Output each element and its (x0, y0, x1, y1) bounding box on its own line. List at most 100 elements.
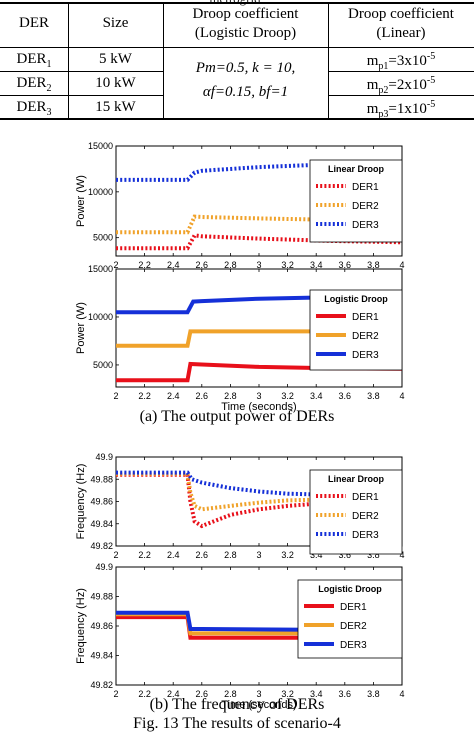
legend-label: DER2 (352, 511, 379, 522)
x-tick-label: 3.8 (367, 689, 380, 699)
x-tick-label: 3.2 (281, 260, 294, 270)
y-axis-label: Frequency (Hz) (75, 588, 87, 664)
x-tick-label: 2.2 (138, 260, 151, 270)
legend-label: DER1 (352, 182, 379, 193)
legend-label: DER1 (352, 492, 379, 503)
row-size-2: 10 kW (95, 75, 136, 91)
x-tick-label: 2.6 (196, 391, 209, 401)
chart-panel-1: 2 2.2 2.4 2.6 2.8 3 3.2 3.4 3.6 3.8 4 5000 10000 1500… (75, 141, 405, 270)
x-tick-label: 3.2 (281, 550, 294, 560)
header-size: Size (102, 15, 129, 31)
row-der-3: DER3 (16, 99, 52, 118)
y-tick-label: 49.82 (90, 680, 113, 690)
x-tick-label: 4 (399, 391, 404, 401)
x-tick-label: 3 (256, 550, 261, 560)
series-line-der2 (116, 471, 402, 512)
row-divider (0, 95, 163, 96)
y-tick-label: 49.88 (90, 592, 113, 602)
x-tick-label: 3.4 (310, 391, 323, 401)
x-tick-label: 2 (113, 689, 118, 699)
legend: Linear Droop DER1 DER2 DER3 (309, 159, 403, 243)
y-axis-label: Power (W) (75, 302, 87, 354)
row-size-3: 15 kW (95, 99, 136, 115)
series-line-der1 (116, 233, 403, 251)
x-tick-label: 3.4 (310, 689, 323, 699)
legend: Logistic Droop DER1 DER2 DER3 (309, 289, 403, 371)
y-tick-label: 5000 (93, 233, 113, 243)
x-tick-label: 2.8 (224, 550, 237, 560)
x-tick-label: 2.4 (167, 260, 180, 270)
chart-panel-2: 2 2.2 2.4 2.6 2.8 3 3.2 3.4 3.6 3.8 4 5000 10000 1500… (75, 264, 405, 413)
legend: Logistic Droop DER1 DER2 DER3 (297, 579, 403, 659)
legend-label: DER3 (340, 640, 367, 651)
y-tick-label: 49.88 (90, 474, 113, 484)
legend-box (309, 289, 403, 371)
x-tick-label: 2.8 (224, 689, 237, 699)
x-tick-label: 3.8 (367, 391, 380, 401)
legend-box (309, 159, 403, 243)
y-tick-label: 10000 (88, 187, 113, 197)
x-tick-label: 2.4 (167, 391, 180, 401)
x-tick-label: 3.4 (310, 260, 323, 270)
y-tick-label: 49.84 (90, 519, 113, 529)
chart-panel-4: 2 2.2 2.4 2.6 2.8 3 3.2 3.4 3.6 3.8 4 49.82 49.84 49.… (75, 562, 405, 711)
table-bottom-rule (0, 118, 474, 120)
x-tick-label: 3.6 (339, 689, 352, 699)
x-tick-label: 4 (399, 689, 404, 699)
y-tick-label: 49.84 (90, 651, 113, 661)
table-header-rule (0, 47, 474, 48)
x-tick-label: 3.6 (339, 391, 352, 401)
series-line-der3 (116, 160, 403, 182)
legend-label: DER2 (340, 621, 367, 632)
x-tick-label: 2.8 (224, 260, 237, 270)
x-tick-label: 2 (113, 391, 118, 401)
y-tick-label: 49.9 (95, 562, 113, 572)
x-tick-label: 2.6 (196, 689, 209, 699)
x-tick-label: 3.8 (367, 550, 380, 560)
legend-label: DER1 (352, 312, 379, 323)
series-line-der2 (116, 329, 402, 348)
series-line-der3 (116, 610, 403, 633)
parameter-table: metrogrid DER Size Droop coefficient(Log… (0, 0, 474, 120)
x-tick-label: 2.8 (224, 391, 237, 401)
row-size-1: 5 kW (99, 51, 132, 67)
y-tick-label: 5000 (93, 360, 113, 370)
legend-title: Logistic Droop (318, 584, 382, 594)
legend-title: Linear Droop (328, 474, 385, 484)
y-tick-label: 10000 (88, 312, 113, 322)
legend-label: DER1 (340, 602, 367, 613)
y-tick-label: 15000 (88, 141, 113, 151)
x-axis-label: Time (seconds) (221, 401, 296, 413)
x-tick-label: 2.2 (138, 391, 151, 401)
row-der-2: DER2 (16, 75, 52, 94)
x-tick-label: 2.6 (196, 550, 209, 560)
x-tick-label: 2.4 (167, 550, 180, 560)
chart-panel-3: 2 2.2 2.4 2.6 2.8 3 3.2 3.4 3.6 3.8 4 49.82 49.84 49.… (75, 452, 405, 560)
caption-b: (b) The frequency of DERs (149, 696, 325, 713)
header-logistic: Droop coefficient (Logistic Droop) (192, 6, 299, 41)
x-tick-label: 2.2 (138, 689, 151, 699)
legend-label: DER2 (352, 331, 379, 342)
row-linear-3: mp3=1x10-5 (366, 99, 436, 120)
x-tick-label: 3 (256, 689, 261, 699)
row-linear-1: mp1=3x10-5 (366, 51, 436, 72)
x-axis-label: Time (seconds) (221, 699, 296, 711)
col-divider (68, 3, 69, 118)
x-tick-label: 3.6 (339, 550, 352, 560)
x-tick-label: 3.4 (310, 550, 323, 560)
figure-caption: Fig. 13 The results of scenario-4 (133, 715, 341, 732)
x-tick-label: 2 (113, 550, 118, 560)
legend-label: DER3 (352, 350, 379, 361)
row-divider (328, 95, 474, 96)
x-tick-label: 3.6 (339, 260, 352, 270)
y-axis-label: Frequency (Hz) (75, 464, 87, 540)
legend-label: DER3 (352, 530, 379, 541)
x-tick-label: 4 (399, 550, 404, 560)
x-tick-label: 3 (256, 391, 261, 401)
x-tick-label: 4 (399, 260, 404, 270)
col-divider (163, 3, 164, 118)
legend: Linear Droop DER1 DER2 DER3 (309, 469, 403, 555)
logistic-params-line1: Pm=0.5, k = 10, (195, 60, 296, 76)
y-axis-label: Power (W) (75, 175, 87, 227)
